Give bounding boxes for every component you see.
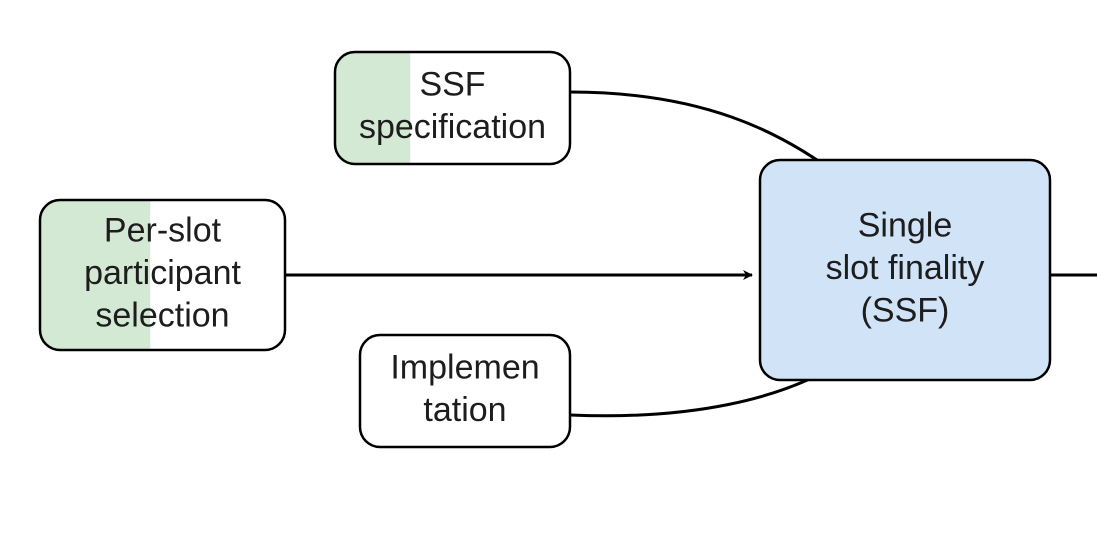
node-label-ssf-line2: (SSF) (861, 291, 950, 329)
node-label-ssf_spec-line0: SSF (419, 66, 485, 104)
node-label-implementation-line0: Implemen (390, 349, 539, 387)
node-implementation: Implemen tation (360, 335, 570, 447)
node-ssf: Single slot finality (SSF) (760, 160, 1050, 380)
node-label-per_slot-line0: Per-slot (104, 211, 222, 249)
node-label-per_slot-line1: participant (84, 254, 241, 292)
node-ssf_spec: SSF specification (335, 52, 570, 164)
node-label-ssf_spec-line1: specification (359, 108, 546, 146)
node-label-per_slot-line2: selection (95, 296, 229, 334)
node-per_slot: Per-slot participant selection (40, 200, 285, 350)
diagram-canvas: Per-slot participant selection SSF specifica… (0, 0, 1097, 547)
node-label-ssf-line1: slot finality (826, 249, 985, 287)
node-label-implementation-line1: tation (423, 391, 506, 429)
node-label-ssf-line0: Single (858, 206, 953, 244)
